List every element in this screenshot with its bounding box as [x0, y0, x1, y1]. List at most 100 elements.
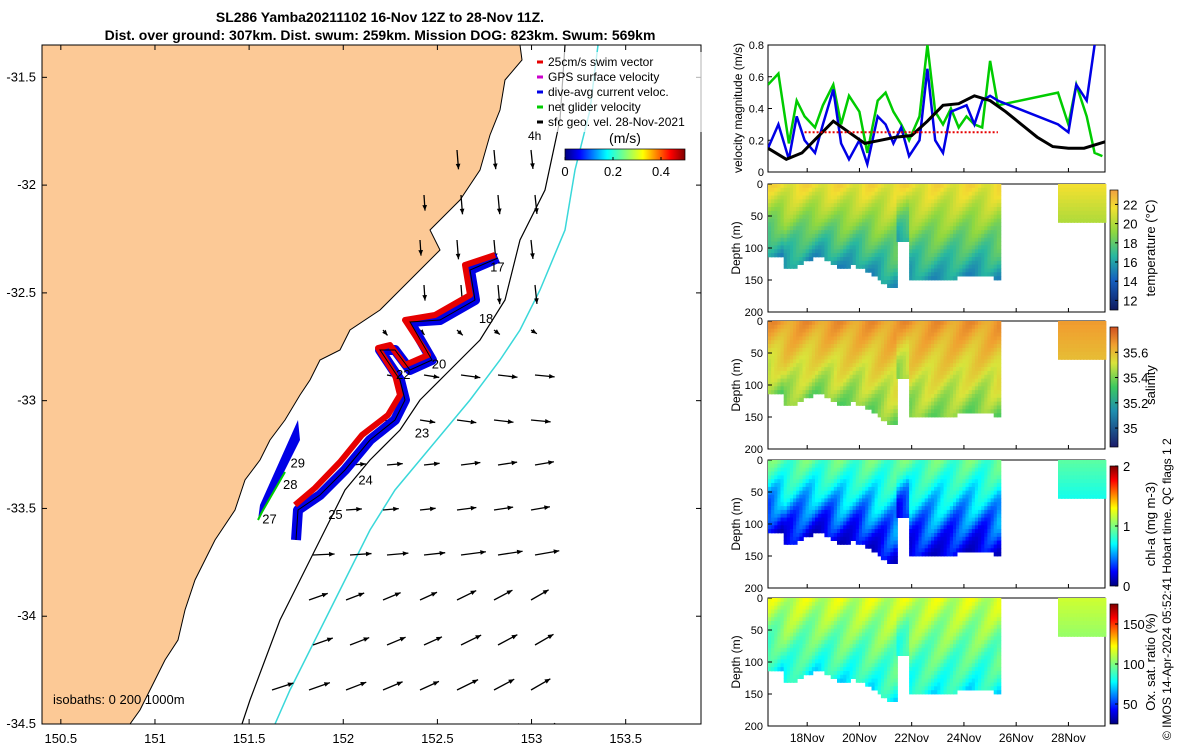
section-cell — [993, 230, 999, 235]
section-cell — [1064, 328, 1069, 333]
section-cell — [978, 409, 983, 414]
section-cell — [924, 276, 930, 281]
section-cell — [949, 253, 955, 258]
section-cell — [949, 355, 955, 360]
section-cell — [808, 324, 814, 329]
section-cell — [837, 218, 842, 223]
section-cell — [968, 409, 974, 414]
section-cell — [796, 260, 801, 265]
sfc-velocity-arrowhead — [494, 329, 500, 335]
section-cell — [943, 378, 949, 383]
section-cell — [899, 199, 905, 204]
section-cell — [915, 397, 920, 402]
section-cell — [865, 479, 870, 484]
section-cell — [953, 321, 958, 326]
section-cell — [890, 280, 895, 285]
section-cell — [768, 483, 773, 488]
section-cell — [1079, 332, 1085, 337]
section-cell — [830, 199, 836, 204]
section-cell — [771, 359, 776, 364]
section-cell — [940, 359, 945, 364]
section-cell — [768, 241, 773, 246]
section-cell — [884, 397, 889, 402]
section-cell — [840, 253, 845, 258]
section-cell — [805, 336, 811, 341]
section-cell — [780, 513, 785, 518]
section-cell — [940, 195, 945, 200]
section-cell — [862, 502, 867, 507]
section-cell — [943, 237, 949, 242]
section-cell — [833, 382, 839, 387]
section-cell — [993, 207, 999, 212]
section-cell — [899, 336, 905, 341]
section-cell — [921, 214, 927, 219]
section-cell — [811, 475, 817, 480]
section-cell — [811, 237, 817, 242]
section-cell — [981, 363, 986, 368]
section-cell — [796, 517, 801, 522]
section-cell — [824, 332, 829, 337]
section-cell — [789, 506, 795, 511]
section-cell — [905, 479, 911, 484]
section-cell — [796, 328, 801, 333]
section-cell — [855, 386, 861, 391]
section-cell — [956, 199, 961, 204]
section-cell — [783, 378, 789, 383]
section-cell — [918, 548, 923, 553]
section-cell — [974, 237, 980, 242]
section-cell — [1070, 351, 1075, 356]
section-cell — [965, 367, 970, 372]
section-cell — [880, 187, 886, 192]
section-cell — [815, 253, 820, 258]
section-cell — [924, 378, 930, 383]
section-cell — [918, 347, 923, 353]
section-cell — [786, 382, 792, 387]
section-cell — [949, 363, 955, 368]
section-cell — [811, 359, 817, 364]
section-cell — [815, 471, 820, 476]
section-cell — [880, 494, 886, 499]
section-cell — [931, 230, 936, 235]
section-cell — [843, 517, 848, 522]
section-cell — [780, 191, 785, 196]
section-cell — [862, 471, 867, 476]
section-cell — [855, 533, 861, 538]
section-cell — [871, 332, 876, 337]
section-cell — [990, 386, 996, 391]
section-cell — [855, 502, 861, 507]
section-cell — [786, 218, 792, 223]
sfc-velocity-arrowhead — [323, 682, 330, 687]
sfc-velocity-arrowhead — [472, 679, 479, 685]
section-cell — [815, 249, 820, 254]
section-colorbar-tick-label: 22 — [1123, 197, 1137, 212]
section-cell — [833, 509, 839, 515]
section-cell — [893, 253, 898, 258]
section-cell — [946, 363, 952, 368]
section-cell — [905, 509, 911, 515]
section-cell — [849, 245, 854, 250]
section-cell — [827, 195, 833, 200]
section-cell — [921, 257, 927, 262]
section-cell — [771, 509, 776, 515]
section-cell — [793, 401, 798, 406]
section-cell — [793, 475, 798, 480]
section-cell — [943, 405, 949, 410]
section-cell — [771, 336, 776, 341]
section-cell — [934, 222, 939, 227]
section-cell — [855, 328, 861, 333]
section-cell — [871, 253, 876, 258]
section-cell — [771, 502, 776, 507]
section-cell — [927, 226, 933, 231]
section-cell — [931, 405, 936, 410]
section-cell — [855, 374, 861, 379]
section-cell — [990, 207, 996, 212]
section-cell — [777, 390, 782, 395]
section-cell — [949, 321, 955, 326]
section-cell — [877, 347, 883, 353]
section-cell — [774, 506, 779, 511]
section-cell — [965, 359, 970, 364]
section-cell — [924, 386, 930, 391]
section-cell — [774, 241, 779, 246]
section-cell — [893, 509, 898, 515]
section-cell — [943, 184, 949, 189]
